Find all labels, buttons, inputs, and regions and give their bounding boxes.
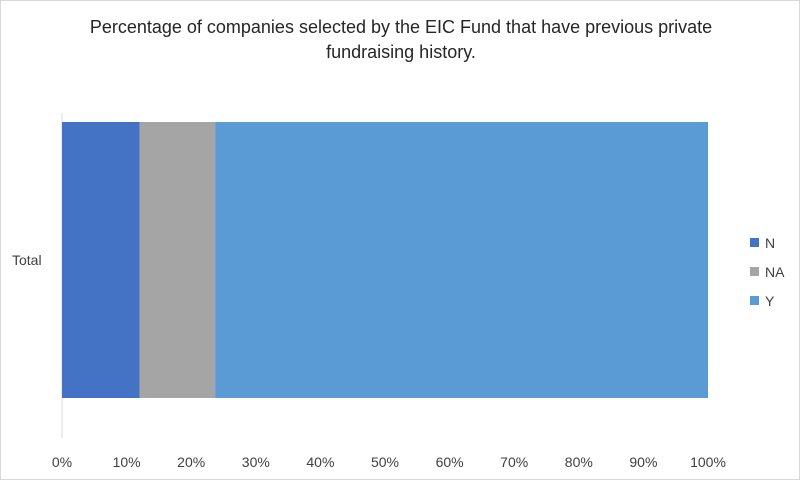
x-tick-label: 90% (629, 454, 657, 470)
x-tick-label: 0% (52, 454, 72, 470)
legend-label-na: NA (765, 264, 785, 280)
legend-label-y: Y (765, 293, 775, 309)
x-tick-label: 30% (242, 454, 270, 470)
bar-segment-na (139, 122, 216, 398)
legend-swatch-n (750, 238, 759, 247)
legend-label-n: N (765, 235, 775, 251)
chart-title-line: Percentage of companies selected by the … (90, 17, 712, 37)
bar-segment-y (215, 122, 709, 398)
x-tick-label: 60% (436, 454, 464, 470)
x-tick-label: 20% (177, 454, 205, 470)
chart-title: Percentage of companies selected by the … (90, 17, 712, 62)
x-tick-label: 100% (690, 454, 726, 470)
bar-segment-n (62, 122, 140, 398)
bars (62, 122, 709, 398)
category-label: Total (12, 252, 42, 268)
legend: N NA Y (750, 235, 785, 309)
x-tick-label: 70% (500, 454, 528, 470)
x-tick-label: 40% (306, 454, 334, 470)
legend-swatch-y (750, 296, 759, 305)
x-tick-label: 50% (371, 454, 399, 470)
category-labels: Total (12, 252, 42, 268)
x-axis-tick-labels: 0% 10% 20% 30% 40% 50% 60% 70% 80% 90% 100% (52, 454, 726, 470)
x-tick-label: 10% (113, 454, 141, 470)
chart-title-line: fundraising history. (326, 42, 476, 62)
legend-swatch-na (750, 267, 759, 276)
x-tick-label: 80% (565, 454, 593, 470)
